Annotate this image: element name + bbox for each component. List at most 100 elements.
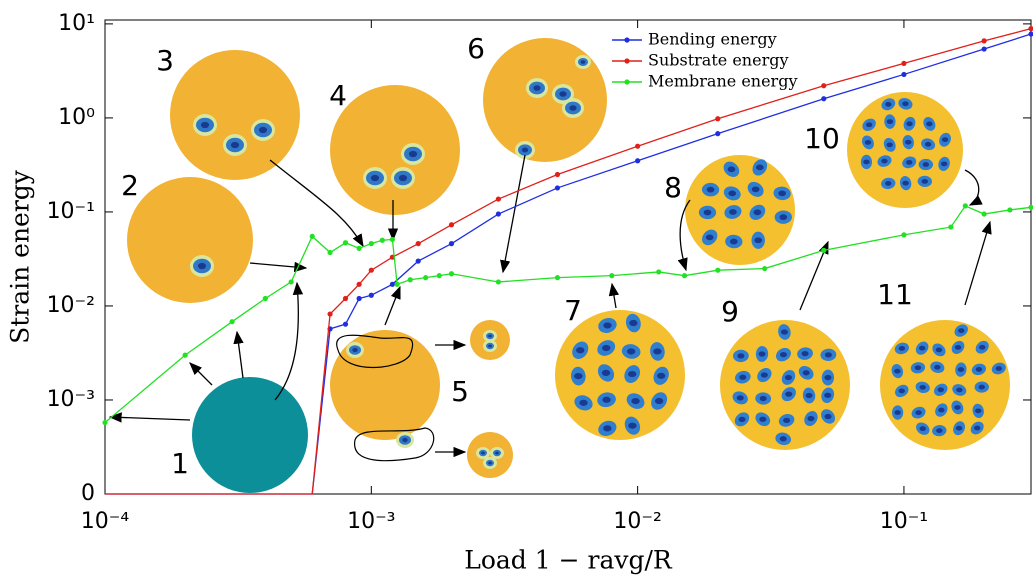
dimple	[975, 408, 981, 413]
dimple	[958, 328, 964, 333]
data-point	[1028, 26, 1033, 31]
dimple	[371, 175, 379, 181]
data-point	[229, 319, 234, 324]
dimple	[759, 417, 766, 422]
dimple	[352, 348, 357, 352]
sphere	[330, 85, 460, 215]
data-point	[416, 241, 421, 246]
dimple	[899, 389, 905, 394]
dimple	[979, 345, 985, 350]
data-point	[369, 268, 374, 273]
data-point	[948, 224, 953, 229]
data-point	[555, 172, 560, 177]
dimple	[885, 181, 891, 186]
dimple	[574, 373, 582, 379]
data-point	[1028, 31, 1033, 36]
data-point	[555, 185, 560, 190]
data-point	[423, 275, 428, 280]
y-tick-label: 10⁻²	[47, 293, 95, 318]
sphere	[467, 432, 513, 478]
dimple	[488, 462, 492, 465]
dimple	[259, 127, 267, 133]
data-point	[496, 279, 501, 284]
y-tick-label: 10⁰	[58, 105, 95, 130]
dimple	[863, 160, 869, 165]
pattern-illustrations	[127, 38, 1010, 493]
dimple	[938, 408, 944, 413]
data-point	[609, 273, 614, 278]
dimple	[919, 346, 925, 351]
dimple	[887, 119, 893, 124]
dimple	[760, 396, 767, 401]
dimple	[887, 142, 893, 147]
data-point	[343, 322, 348, 327]
y-tick-label: 10⁻³	[47, 387, 95, 412]
data-point	[390, 237, 395, 242]
dimple	[956, 388, 962, 393]
data-point	[416, 258, 421, 263]
dimple	[958, 367, 964, 372]
data-point	[437, 273, 442, 278]
dimple	[881, 159, 887, 164]
dimple	[802, 351, 809, 356]
chart: 10⁻⁴10⁻³10⁻²10⁻¹010⁻³10⁻²10⁻¹10⁰10¹Load …	[0, 0, 1033, 583]
dimple	[979, 385, 985, 390]
dimple	[758, 351, 765, 356]
dimple	[923, 162, 929, 167]
sphere	[170, 50, 300, 180]
dimple	[409, 151, 417, 157]
dimple	[231, 142, 239, 148]
data-point	[327, 311, 332, 316]
dimple	[579, 400, 587, 406]
data-point	[449, 222, 454, 227]
dimple	[657, 373, 665, 379]
data-point	[901, 72, 906, 77]
dimple	[481, 452, 485, 455]
data-point	[715, 116, 720, 121]
dimple	[402, 438, 407, 442]
dimple	[198, 263, 206, 269]
dimple	[915, 410, 921, 415]
data-point	[762, 266, 767, 271]
dimple	[576, 347, 584, 353]
dimple	[807, 416, 814, 421]
dimple	[974, 426, 980, 431]
data-point	[715, 268, 720, 273]
dimple	[885, 102, 891, 107]
data-point	[449, 241, 454, 246]
dimple	[785, 375, 792, 380]
data-point	[715, 131, 720, 136]
data-point	[289, 279, 294, 284]
data-point	[390, 282, 395, 287]
sphere	[483, 38, 607, 162]
legend-marker	[624, 79, 629, 84]
dimple	[905, 140, 911, 145]
dimple	[922, 179, 928, 184]
data-point	[408, 277, 413, 282]
dimple	[559, 91, 566, 97]
data-point	[1007, 207, 1012, 212]
dimple	[628, 371, 636, 377]
dimple	[825, 414, 832, 419]
data-point	[310, 234, 315, 239]
data-point	[821, 248, 826, 253]
dimple	[706, 235, 714, 241]
dimple	[627, 348, 635, 354]
dimple	[915, 365, 921, 370]
data-point	[821, 96, 826, 101]
dimple	[754, 209, 762, 215]
dimple	[399, 175, 407, 181]
data-point	[395, 282, 400, 287]
x-axis-label: Load 1 − ravg/R	[464, 546, 673, 575]
dimple	[955, 345, 961, 350]
dimple	[522, 148, 528, 153]
x-tick-label: 10⁻⁴	[81, 509, 130, 534]
dimple	[495, 452, 499, 455]
data-point	[635, 144, 640, 149]
data-point	[449, 271, 454, 276]
y-tick-label: 10⁻¹	[47, 199, 95, 224]
dimple	[704, 210, 712, 216]
data-point	[1028, 205, 1033, 210]
dimple	[628, 423, 636, 429]
data-point	[496, 211, 501, 216]
